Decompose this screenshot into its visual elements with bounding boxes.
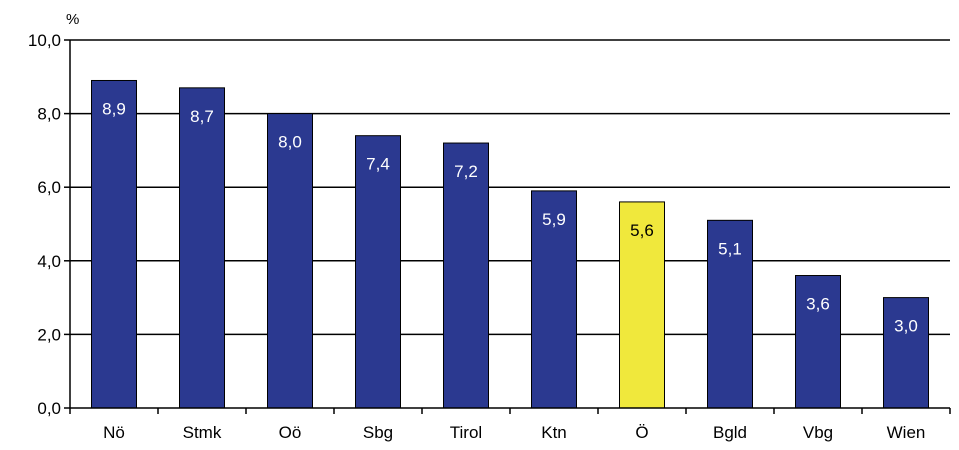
- bar-3: [355, 135, 401, 409]
- y-tick-label: 2,0: [37, 325, 61, 344]
- category-label-4: Tirol: [450, 423, 482, 442]
- value-label-3: 7,4: [366, 155, 390, 174]
- bar-1: [179, 87, 225, 409]
- value-label-2: 8,0: [278, 133, 302, 152]
- category-label-5: Ktn: [541, 423, 567, 442]
- category-label-0: Nö: [103, 423, 125, 442]
- axes: [64, 39, 951, 414]
- value-label-4: 7,2: [454, 162, 478, 181]
- y-tick-label: 8,0: [37, 105, 61, 124]
- value-label-7: 5,1: [718, 239, 742, 258]
- category-label-1: Stmk: [183, 423, 222, 442]
- bar-4: [443, 142, 489, 409]
- y-tick-label: 6,0: [37, 178, 61, 197]
- category-label-3: Sbg: [363, 423, 393, 442]
- value-label-6: 5,6: [630, 221, 654, 240]
- bar-8: [795, 275, 841, 409]
- y-tick-label: 10,0: [28, 31, 61, 50]
- category-label-2: Oö: [279, 423, 302, 442]
- bar-9: [883, 297, 929, 409]
- category-label-9: Wien: [887, 423, 926, 442]
- bar-5: [531, 190, 577, 409]
- y-tick-label: 0,0: [37, 399, 61, 418]
- category-label-6: Ö: [635, 423, 648, 442]
- y-tick-label: 4,0: [37, 252, 61, 271]
- bar-0: [91, 79, 137, 409]
- bar-7: [707, 219, 753, 409]
- y-axis-unit-label: %: [66, 11, 79, 28]
- value-label-5: 5,9: [542, 210, 566, 229]
- bars: [91, 79, 929, 409]
- bar-2: [267, 113, 313, 409]
- value-label-1: 8,7: [190, 107, 214, 126]
- category-label-7: Bgld: [713, 423, 747, 442]
- value-label-9: 3,0: [894, 317, 918, 336]
- category-label-8: Vbg: [803, 423, 833, 442]
- value-label-8: 3,6: [806, 295, 830, 314]
- labels: 0,0 2,0 4,0 6,0 8,0 10,0 8,9 Nö 8,7 Stmk 8,0 Oö 7,4 S…: [28, 31, 925, 442]
- value-label-0: 8,9: [102, 99, 126, 118]
